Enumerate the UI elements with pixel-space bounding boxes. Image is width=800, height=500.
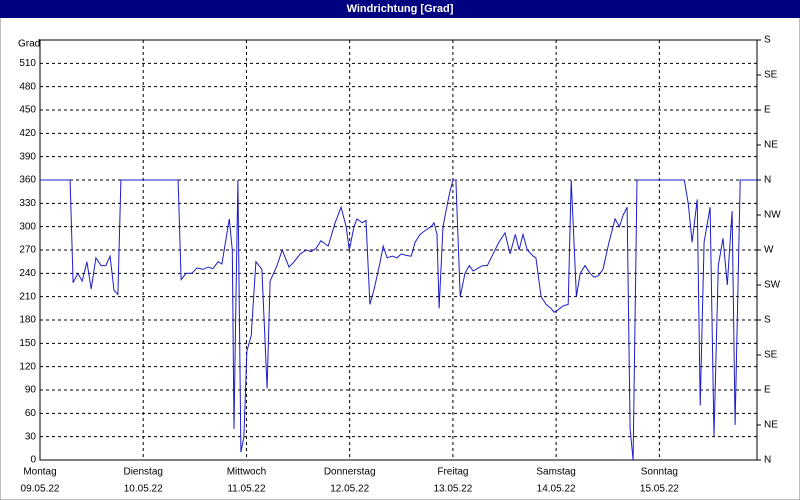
- x-tick-date: 15.05.22: [640, 484, 679, 495]
- x-tick-date: 13.05.22: [433, 484, 472, 495]
- y-tick-label: 510: [19, 58, 36, 69]
- y-tick-label: 210: [19, 291, 36, 302]
- y-tick-label: 240: [19, 268, 36, 279]
- y-tick-label: 300: [19, 221, 36, 232]
- y-tick-label: 360: [19, 175, 36, 186]
- y2-tick-label: SE: [764, 350, 778, 361]
- x-tick-label: Dienstag: [123, 467, 162, 478]
- y-tick-label: 450: [19, 105, 36, 116]
- y2-tick-label: S: [764, 315, 771, 326]
- y-tick-label: 30: [25, 431, 37, 442]
- x-tick-label: Samstag: [536, 467, 575, 478]
- y-tick-label: 390: [19, 151, 36, 162]
- x-tick-date: 14.05.22: [537, 484, 576, 495]
- y-tick-label: 420: [19, 128, 36, 139]
- y-axis-label: Grad: [18, 39, 40, 50]
- x-tick-label: Sonntag: [641, 467, 678, 478]
- x-tick-label: Mittwoch: [227, 467, 266, 478]
- x-tick-label: Montag: [23, 467, 56, 478]
- y2-tick-label: SW: [764, 280, 781, 291]
- data-line: [40, 179, 757, 461]
- x-tick-date: 12.05.22: [330, 484, 369, 495]
- x-tick-date: 11.05.22: [227, 484, 266, 495]
- y-tick-label: 330: [19, 198, 36, 209]
- y-tick-label: 480: [19, 81, 36, 92]
- y2-tick-label: NE: [764, 140, 778, 151]
- y-tick-label: 270: [19, 245, 36, 256]
- y2-tick-label: S: [764, 35, 771, 46]
- x-tick-label: Freitag: [437, 467, 468, 478]
- y2-tick-label: E: [764, 105, 771, 116]
- y-tick-label: 0: [30, 455, 36, 466]
- y-tick-label: 120: [19, 361, 36, 372]
- y2-tick-label: NE: [764, 420, 778, 431]
- y2-tick-label: E: [764, 385, 771, 396]
- y-tick-label: 150: [19, 338, 36, 349]
- y2-tick-label: N: [764, 175, 771, 186]
- x-tick-date: 10.05.22: [124, 484, 163, 495]
- plot-area: [39, 39, 758, 461]
- x-tick-label: Donnerstag: [324, 467, 376, 478]
- x-tick-date: 09.05.22: [21, 484, 60, 495]
- y2-tick-label: N: [764, 455, 771, 466]
- title-bar: [0, 0, 800, 18]
- y2-tick-label: W: [764, 245, 774, 256]
- y2-tick-label: SE: [764, 70, 778, 81]
- y-tick-label: 90: [25, 385, 37, 396]
- chart-title: Windrichtung [Grad]: [347, 3, 454, 15]
- y-tick-label: 180: [19, 315, 36, 326]
- y-tick-label: 60: [25, 408, 37, 419]
- y2-tick-label: NW: [764, 210, 781, 221]
